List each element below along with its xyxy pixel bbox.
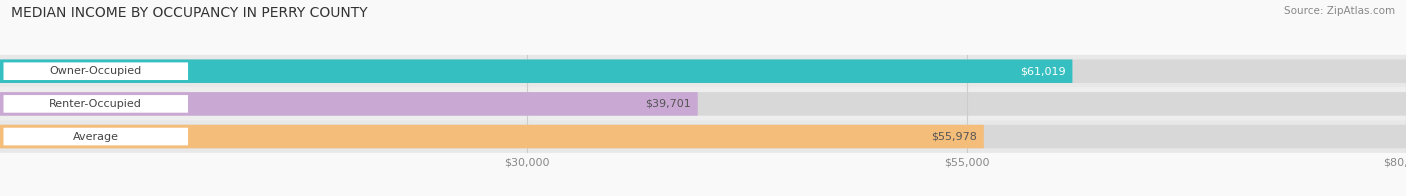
Text: Renter-Occupied: Renter-Occupied bbox=[49, 99, 142, 109]
FancyBboxPatch shape bbox=[0, 92, 697, 116]
Text: $55,978: $55,978 bbox=[931, 132, 977, 142]
Text: $39,701: $39,701 bbox=[645, 99, 690, 109]
Text: $61,019: $61,019 bbox=[1019, 66, 1066, 76]
Text: Average: Average bbox=[73, 132, 118, 142]
FancyBboxPatch shape bbox=[0, 125, 984, 148]
FancyBboxPatch shape bbox=[3, 95, 188, 113]
FancyBboxPatch shape bbox=[0, 59, 1073, 83]
FancyBboxPatch shape bbox=[0, 92, 1406, 116]
Text: Source: ZipAtlas.com: Source: ZipAtlas.com bbox=[1284, 6, 1395, 16]
FancyBboxPatch shape bbox=[0, 55, 1406, 88]
Text: Owner-Occupied: Owner-Occupied bbox=[49, 66, 142, 76]
FancyBboxPatch shape bbox=[3, 62, 188, 80]
Text: MEDIAN INCOME BY OCCUPANCY IN PERRY COUNTY: MEDIAN INCOME BY OCCUPANCY IN PERRY COUN… bbox=[11, 6, 368, 20]
FancyBboxPatch shape bbox=[3, 128, 188, 145]
FancyBboxPatch shape bbox=[0, 125, 1406, 148]
FancyBboxPatch shape bbox=[0, 88, 1406, 120]
FancyBboxPatch shape bbox=[0, 120, 1406, 153]
FancyBboxPatch shape bbox=[0, 59, 1406, 83]
